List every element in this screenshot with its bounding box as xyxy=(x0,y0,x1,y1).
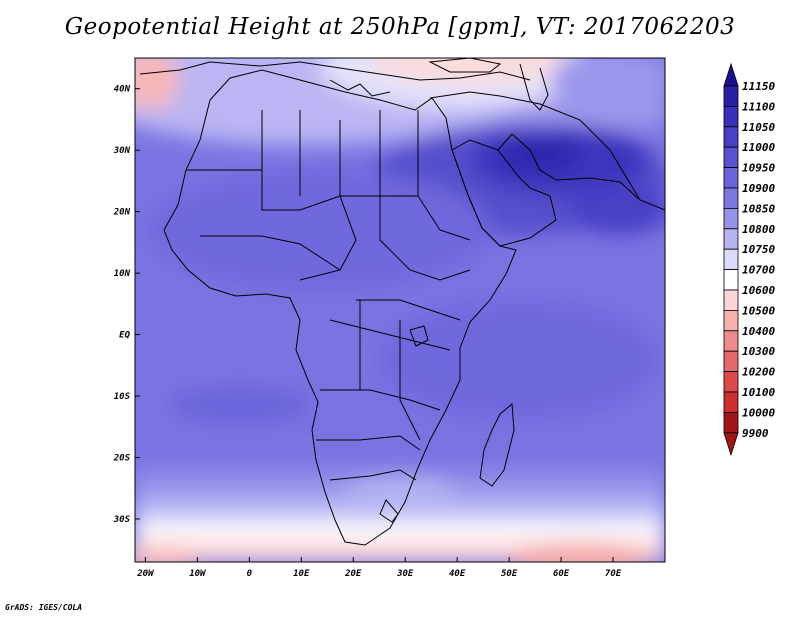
lon-tick-label: 0 xyxy=(247,569,253,579)
lon-tick-label: 70E xyxy=(605,569,622,579)
height-field xyxy=(135,58,665,562)
lat-tick-label: 10S xyxy=(114,392,131,402)
colorbar-level-label: 10750 xyxy=(742,243,775,256)
map-title: Geopotential Height at 250hPa [gpm], VT:… xyxy=(64,14,736,40)
colorbar-level-label: 10300 xyxy=(742,345,775,358)
colorbar-top-arrow xyxy=(723,62,739,87)
lat-tick-label: 10N xyxy=(114,269,131,279)
colorbar-level-label: 10850 xyxy=(742,202,775,215)
colorbar-level-label: 10600 xyxy=(742,284,775,297)
colorbar-swatch xyxy=(723,391,739,413)
colorbar-level-label: 11150 xyxy=(742,80,775,93)
lon-tick-label: 10E xyxy=(293,569,310,579)
colorbar-swatch xyxy=(723,207,739,230)
colorbar-level-label: 9900 xyxy=(742,427,769,440)
colorbar-swatch xyxy=(723,330,739,352)
lon-tick-label: 40E xyxy=(449,569,466,579)
colorbar-level-label: 10950 xyxy=(742,162,775,175)
coastlines xyxy=(139,58,665,546)
colorbar-bottom-arrow xyxy=(723,432,739,457)
colorbar-swatch xyxy=(723,269,739,291)
lon-tick-label: 50E xyxy=(501,569,518,579)
colorbar-level-label: 11000 xyxy=(742,141,775,154)
lon-tick-label: 20W xyxy=(136,569,155,579)
colorbar-level-label: 10700 xyxy=(742,264,775,277)
lat-tick-label: 40N xyxy=(114,85,131,95)
lon-tick-label: 60E xyxy=(553,569,570,579)
lat-tick-label: 30N xyxy=(113,146,131,156)
credit-text: GrADS: IGES/COLA xyxy=(5,603,83,612)
colorbar-level-label: 10900 xyxy=(742,182,775,195)
lon-tick-label: 30E xyxy=(396,569,414,579)
colorbar-swatch xyxy=(723,187,739,209)
longitude-axis: 20W 10W 0 10E 20E 30E 40E 50E 60E 70E xyxy=(136,557,622,579)
colorbar-swatch xyxy=(723,167,739,189)
lat-tick-label: 20N xyxy=(113,208,131,218)
colorbar-level-label: 10500 xyxy=(742,304,775,317)
colorbar-level-label: 10000 xyxy=(742,406,775,419)
colorbar-swatch xyxy=(723,350,739,373)
colorbar-swatch xyxy=(723,146,739,168)
colorbar-swatch xyxy=(723,371,739,393)
lon-tick-label: 20E xyxy=(344,569,362,579)
latitude-axis: 40N 30N 20N 10N EQ 10S 20S 30S xyxy=(113,85,140,525)
lat-tick-label: EQ xyxy=(119,331,130,341)
colorbar-swatch xyxy=(723,411,739,434)
colorbar-level-label: 10800 xyxy=(742,223,775,236)
colorbar-level-label: 10400 xyxy=(742,325,775,338)
colorbar-level-label: 11100 xyxy=(742,100,775,113)
map-frame xyxy=(134,57,666,563)
colorbar-swatch xyxy=(723,228,739,250)
colorbar-swatch xyxy=(723,248,739,270)
colorbar: 11150 11100 11050 11000 10950 10900 10850 10800… xyxy=(723,62,775,457)
colorbar-swatch xyxy=(723,85,739,107)
lon-tick-label: 10W xyxy=(189,569,207,579)
colorbar-level-label: 10200 xyxy=(742,366,775,379)
colorbar-swatch xyxy=(723,126,739,148)
lat-tick-label: 20S xyxy=(113,454,131,464)
colorbar-swatch xyxy=(723,289,739,311)
colorbar-swatch xyxy=(723,309,739,332)
lat-tick-label: 30S xyxy=(113,515,131,525)
colorbar-level-label: 10100 xyxy=(742,386,775,399)
colorbar-level-label: 11050 xyxy=(742,121,775,134)
colorbar-swatch xyxy=(723,106,739,128)
